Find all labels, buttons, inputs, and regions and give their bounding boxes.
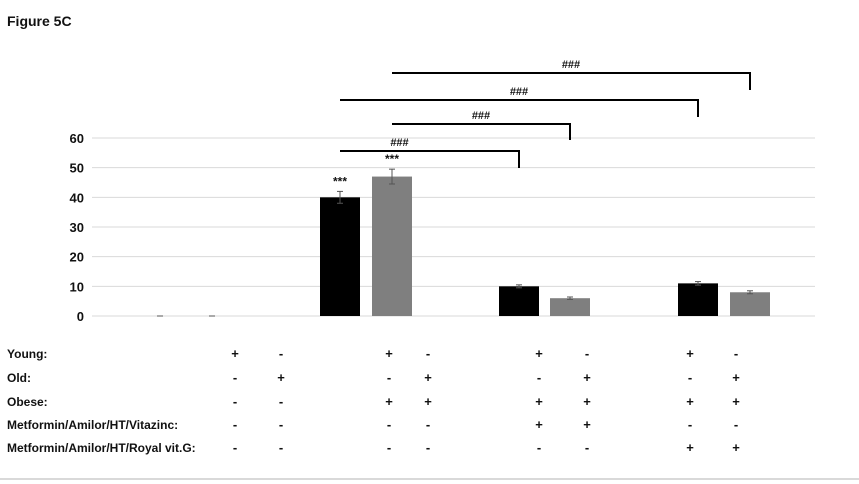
condition-sign: - xyxy=(278,346,284,361)
condition-row-label: Young: xyxy=(7,347,48,361)
condition-sign: - xyxy=(733,346,739,361)
condition-sign: - xyxy=(232,440,238,455)
condition-sign: + xyxy=(231,346,239,361)
condition-sign: + xyxy=(732,370,740,385)
condition-sign: + xyxy=(535,394,543,409)
condition-sign: - xyxy=(386,440,392,455)
condition-sign: + xyxy=(583,370,591,385)
condition-sign: + xyxy=(535,346,543,361)
bar xyxy=(678,283,718,316)
y-tick-label: 30 xyxy=(70,220,84,235)
bar xyxy=(320,197,360,316)
y-tick-label: 10 xyxy=(70,279,84,294)
significance-label: *** xyxy=(385,152,399,166)
condition-sign: + xyxy=(732,394,740,409)
condition-sign: + xyxy=(424,370,432,385)
condition-sign: - xyxy=(232,417,238,432)
condition-sign: - xyxy=(536,440,542,455)
comparison-label: ### xyxy=(390,137,408,149)
condition-sign: - xyxy=(425,417,431,432)
condition-sign: - xyxy=(386,370,392,385)
condition-sign: - xyxy=(278,440,284,455)
condition-sign: + xyxy=(686,346,694,361)
condition-sign: - xyxy=(733,417,739,432)
condition-sign: + xyxy=(686,440,694,455)
bottom-divider xyxy=(0,478,859,480)
bar xyxy=(730,292,770,316)
condition-sign: + xyxy=(686,394,694,409)
y-tick-label: 60 xyxy=(70,131,84,146)
condition-sign: - xyxy=(278,417,284,432)
bar xyxy=(499,286,539,316)
condition-sign: + xyxy=(277,370,285,385)
bar xyxy=(372,176,412,316)
condition-sign: + xyxy=(535,417,543,432)
condition-sign: + xyxy=(385,346,393,361)
condition-sign: - xyxy=(425,440,431,455)
condition-sign: - xyxy=(386,417,392,432)
condition-sign: - xyxy=(687,370,693,385)
condition-sign: - xyxy=(232,394,238,409)
comparison-label: ### xyxy=(562,59,580,71)
condition-sign: + xyxy=(583,417,591,432)
condition-sign: - xyxy=(232,370,238,385)
condition-sign: - xyxy=(425,346,431,361)
y-tick-label: 40 xyxy=(70,190,84,205)
condition-sign: + xyxy=(583,394,591,409)
condition-row-label: Old: xyxy=(7,371,31,385)
y-tick-label: 20 xyxy=(70,250,84,265)
condition-row-label: Metformin/Amilor/HT/Vitazinc: xyxy=(7,418,179,432)
comparison-label: ### xyxy=(472,110,490,122)
bar-chart: 0 10 20 30 40 50 60 *** *** ### ### ### ### xyxy=(70,59,815,324)
figure-title: Figure 5C xyxy=(7,13,72,29)
condition-sign: - xyxy=(687,417,693,432)
condition-sign: - xyxy=(278,394,284,409)
condition-sign: - xyxy=(584,346,590,361)
condition-row-label: Metformin/Amilor/HT/Royal vit.G: xyxy=(7,441,196,455)
significance-label: *** xyxy=(333,174,347,188)
bar xyxy=(550,298,590,316)
condition-sign: - xyxy=(536,370,542,385)
y-tick-label: 0 xyxy=(77,309,84,324)
condition-sign: + xyxy=(732,440,740,455)
condition-sign: + xyxy=(385,394,393,409)
condition-row-label: Obese: xyxy=(7,395,48,409)
condition-sign: - xyxy=(584,440,590,455)
y-tick-label: 50 xyxy=(70,161,84,176)
comparison-label: ### xyxy=(510,86,528,98)
condition-sign: + xyxy=(424,394,432,409)
